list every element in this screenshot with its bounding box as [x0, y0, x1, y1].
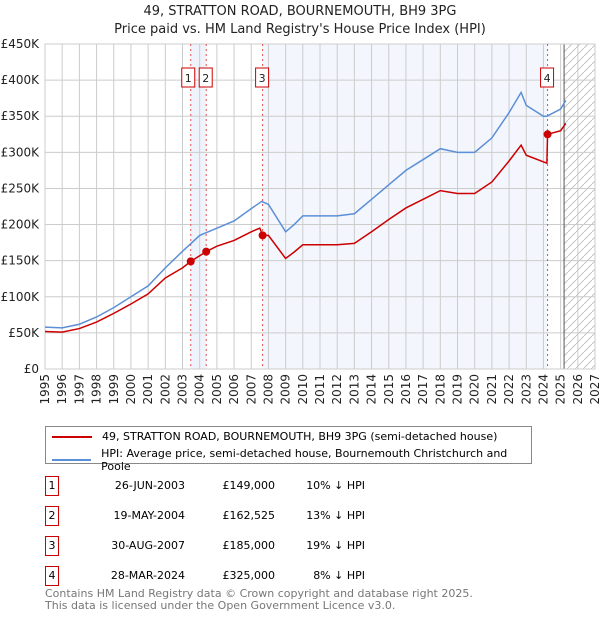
- x-tick-label: 2000: [124, 374, 138, 405]
- sale-label: 3: [259, 72, 266, 85]
- shaded-period: [190, 44, 207, 369]
- y-tick-label: £0: [24, 362, 39, 376]
- footer-line2: This data is licensed under the Open Gov…: [45, 599, 396, 612]
- transaction-row: 1 26-JUN-2003 £149,000 10% ↓ HPI: [45, 476, 445, 496]
- sale-point: [202, 247, 211, 256]
- x-tick-label: 2006: [227, 374, 241, 405]
- sale-label-box: [198, 67, 213, 88]
- transaction-number: 4: [45, 566, 59, 586]
- x-tick-label: 2009: [279, 374, 293, 405]
- y-tick-label: £100K: [1, 290, 41, 304]
- x-tick-label: 2010: [296, 374, 310, 405]
- transaction-price: £185,000: [222, 539, 276, 552]
- x-tick-label: 1996: [55, 374, 69, 405]
- x-tick-label: 2004: [193, 374, 207, 405]
- legend-hpi: HPI: Average price, semi-detached house,…: [101, 447, 508, 473]
- chart-title: 49, STRATTON ROAD, BOURNEMOUTH, BH9 3PG: [143, 4, 457, 19]
- x-tick-label: 2005: [210, 374, 224, 405]
- x-tick-label: 2020: [468, 374, 482, 405]
- transaction-number: 1: [45, 476, 59, 496]
- y-tick-label: £150K: [1, 254, 41, 268]
- legend-blue-line: [52, 459, 92, 461]
- x-tick-label: 2002: [158, 374, 172, 405]
- x-tick-label: 2008: [261, 374, 275, 405]
- x-tick-label: 2021: [485, 374, 499, 405]
- plot-frame: [44, 43, 596, 370]
- y-tick-label: £400K: [1, 73, 41, 87]
- x-tick-label: 2023: [519, 374, 533, 405]
- x-tick-label: 1995: [38, 374, 52, 405]
- transaction-diff: 19% ↓ HPI: [306, 539, 365, 552]
- x-tick-label: 1997: [72, 374, 86, 405]
- x-tick-label: 2019: [451, 374, 465, 405]
- price-paid-line: [44, 123, 567, 333]
- y-tick-label: £200K: [1, 218, 41, 232]
- sale-label-box: [181, 67, 196, 88]
- sale-label-box: [540, 67, 555, 88]
- x-tick-label: 1998: [90, 374, 104, 405]
- y-tick-label: £50K: [8, 326, 40, 340]
- x-tick-label: 2027: [588, 374, 600, 405]
- y-tick-label: £250K: [1, 181, 41, 195]
- sale-point: [258, 231, 267, 240]
- sale-label: 2: [202, 72, 209, 85]
- forecast-hatch: [564, 44, 595, 369]
- x-tick-label: 1999: [107, 374, 121, 405]
- transaction-number: 3: [45, 536, 59, 556]
- transaction-date: 26-JUN-2003: [114, 479, 185, 492]
- x-tick-label: 2022: [502, 374, 516, 405]
- x-tick-label: 2001: [141, 374, 155, 405]
- x-tick-label: 2016: [399, 374, 413, 405]
- x-tick-label: 2024: [536, 374, 550, 405]
- transaction-row: 2 19-MAY-2004 £162,525 13% ↓ HPI: [45, 506, 445, 526]
- y-tick-label: £300K: [1, 145, 41, 159]
- price-chart: 1995 1996 1997 1998 1999 2000 2001 2002 2003 2004…: [1, 37, 600, 405]
- transaction-diff: 10% ↓ HPI: [306, 479, 365, 492]
- transaction-price: £162,525: [222, 509, 276, 522]
- x-tick-label: 2014: [365, 374, 379, 405]
- y-tick-label: £350K: [1, 109, 41, 123]
- footer: Contains HM Land Registry data © Crown c…: [45, 588, 473, 612]
- x-tick-label: 2015: [382, 374, 396, 405]
- transaction-diff: 8% ↓ HPI: [313, 569, 365, 582]
- transaction-date: 19-MAY-2004: [113, 509, 185, 522]
- transaction-date: 30-AUG-2007: [111, 539, 185, 552]
- transaction-price: £325,000: [222, 569, 276, 582]
- transaction-row: 4 28-MAR-2024 £325,000 8% ↓ HPI: [45, 566, 445, 586]
- shaded-period: [262, 44, 548, 369]
- chart-subtitle: Price paid vs. HM Land Registry's House …: [114, 22, 486, 37]
- x-tick-label: 2018: [433, 374, 447, 405]
- footer-line1: Contains HM Land Registry data © Crown c…: [45, 587, 473, 600]
- sale-point: [543, 130, 552, 139]
- x-tick-label: 2003: [176, 374, 190, 405]
- legend-property: 49, STRATTON ROAD, BOURNEMOUTH, BH9 3PG …: [102, 430, 498, 443]
- transaction-number: 2: [45, 506, 59, 526]
- sale-label: 4: [544, 72, 551, 85]
- legend-red-line: [52, 435, 92, 438]
- x-tick-label: 2013: [347, 374, 361, 405]
- x-tick-label: 2017: [416, 374, 430, 405]
- transaction-row: 3 30-AUG-2007 £185,000 19% ↓ HPI: [45, 536, 445, 556]
- x-tick-label: 2007: [244, 374, 258, 405]
- x-tick-label: 2011: [313, 374, 327, 405]
- x-tick-label: 2025: [554, 374, 568, 405]
- sale-label: 1: [185, 72, 192, 85]
- x-tick-label: 2026: [571, 374, 585, 405]
- legend: 49, STRATTON ROAD, BOURNEMOUTH, BH9 3PG …: [45, 426, 532, 473]
- transaction-date: 28-MAR-2024: [110, 569, 185, 582]
- sale-point: [186, 257, 195, 266]
- x-tick-label: 2012: [330, 374, 344, 405]
- hpi-line: [44, 90, 567, 329]
- transaction-diff: 13% ↓ HPI: [306, 509, 365, 522]
- sale-label-box: [255, 67, 270, 88]
- y-tick-label: £450K: [1, 37, 41, 51]
- transaction-price: £149,000: [222, 479, 276, 492]
